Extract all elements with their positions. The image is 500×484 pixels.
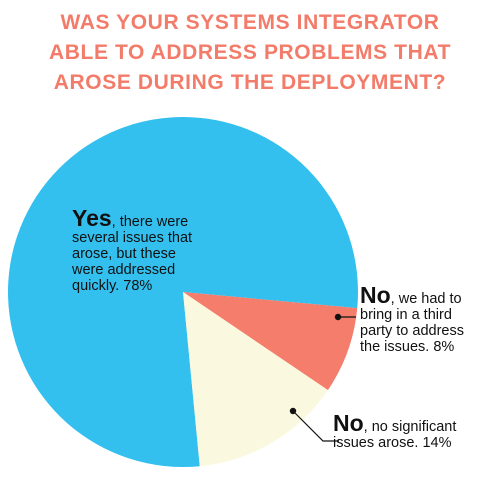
chart-title-line: AROSE DURING THE DEPLOYMENT? (53, 71, 447, 94)
slice-label-text: , we had to (390, 291, 462, 307)
leader-line-no-significant-dot (289, 407, 297, 415)
slice-label-text: several issues that (72, 230, 193, 246)
leader-line-third-party-dot (334, 313, 342, 321)
slice-label-text: arose, but these (72, 246, 176, 262)
slice-label-text: issues arose. 14% (333, 435, 452, 451)
slice-label-text: bring in a third (360, 307, 452, 323)
slice-label-text: were addressed (72, 262, 176, 278)
pie-slice-third-party (183, 292, 358, 391)
slice-label-text: the issues. 8% (360, 339, 455, 355)
chart-title: WAS YOUR SYSTEMS INTEGRATOR ABLE TO ADDR… (0, 8, 500, 98)
slice-label-third-party: No, we had to bring in a third party to … (360, 284, 500, 356)
slice-label-text: , there were (111, 214, 189, 230)
pie-slice-yes (7, 116, 358, 467)
pie-slice-no-significant (183, 292, 328, 467)
chart-title-line: ABLE TO ADDRESS PROBLEMS THAT (48, 41, 452, 64)
slice-label-text: , no significant (363, 419, 457, 435)
slice-label-lead: Yes (72, 205, 112, 231)
slice-label-no-significant: No, no significant issues arose. 14% (333, 412, 493, 452)
slice-label-lead: No (333, 410, 364, 436)
slice-label-lead: No (360, 282, 391, 308)
chart-title-line: WAS YOUR SYSTEMS INTEGRATOR (60, 11, 440, 34)
leader-line-no-significant (292, 410, 339, 442)
slice-label-text: party to address (360, 323, 464, 339)
slice-label-text: quickly. 78% (72, 278, 153, 294)
slice-label-yes: Yes, there were several issues that aros… (72, 207, 232, 295)
